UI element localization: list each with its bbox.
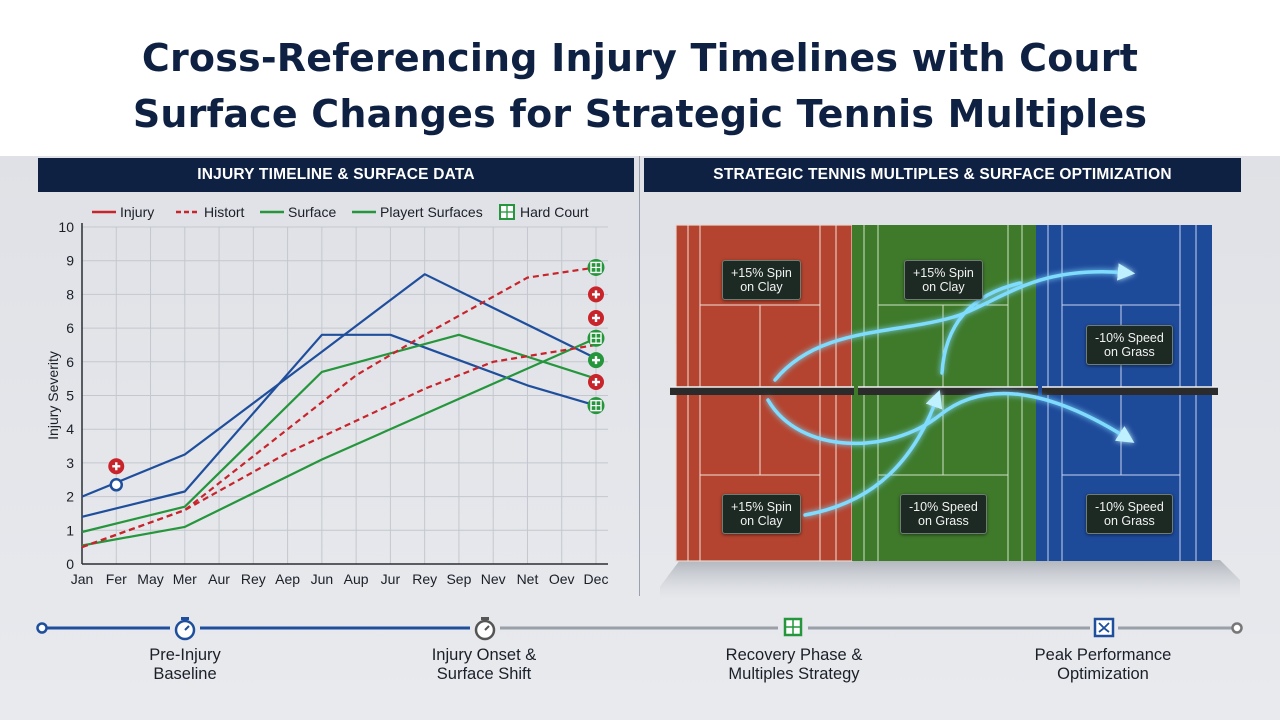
x-tick-label: Nev: [481, 571, 506, 587]
stage-label-recovery: Recovery Phase & Multiples Strategy: [725, 646, 863, 683]
marker-plus-icon: [588, 374, 604, 391]
y-tick-label: 6: [66, 320, 74, 336]
marker-plus-icon: [588, 352, 604, 369]
y-tick-label: 4: [66, 421, 74, 437]
legend-item: Histort: [176, 204, 245, 220]
x-tick-label: Jur: [381, 571, 401, 587]
marker-hard-court-icon: [587, 397, 605, 415]
court-label-6: -10% Speed on Grass: [1086, 494, 1173, 534]
trajectory-arrows: [766, 263, 1136, 517]
x-tick-label: Net: [517, 571, 539, 587]
trajectory-arrow-2: [940, 281, 1022, 375]
marker-plus-icon: [108, 458, 125, 475]
marker-hard-court-icon: [587, 329, 605, 347]
stopwatch-icon: [474, 617, 496, 641]
trajectory-arrow-3: [766, 391, 1135, 446]
page-title: Cross-Referencing Injury Timelines with …: [40, 30, 1240, 142]
hard-court-icon: [783, 617, 803, 637]
x-tick-label: Aup: [344, 571, 369, 587]
page-title-line-2: Surface Changes for Strategic Tennis Mul…: [132, 92, 1148, 136]
legend-label: Injury: [120, 204, 154, 220]
court-label-1: +15% Spin on Clay: [722, 260, 801, 300]
y-tick-label: 0: [66, 556, 74, 572]
court-net-icon: [1093, 617, 1115, 638]
court-label-5: -10% Speed on Grass: [900, 494, 987, 534]
y-tick-label: 9: [66, 253, 74, 269]
title-band: [0, 0, 1280, 156]
stage-label-injury-onset: Injury Onset & Surface Shift: [431, 646, 537, 683]
y-tick-label: 3: [66, 455, 74, 471]
y-tick-label: 10: [58, 219, 74, 235]
marker-plus-icon: [588, 309, 604, 326]
timeline-start-dot: [36, 622, 48, 634]
court-label-2: +15% Spin on Clay: [904, 260, 983, 300]
series-line-6: [81, 343, 597, 549]
legend-label: Surface: [288, 204, 336, 220]
y-tick-label: 8: [66, 286, 74, 302]
y-tick-label: 6: [66, 354, 74, 370]
court-label-4: +15% Spin on Clay: [722, 494, 801, 534]
legend-label: Histort: [204, 204, 245, 220]
court-label-3: -10% Speed on Grass: [1086, 325, 1173, 365]
stage-label-pre-injury: Pre-Injury Baseline: [149, 646, 221, 683]
series-line-3: [81, 333, 597, 534]
series-line-4: [81, 337, 597, 547]
left-panel-header: INJURY TIMELINE & SURFACE DATA: [38, 158, 634, 192]
x-tick-label: Fer: [106, 571, 127, 587]
marker-ring-icon: [109, 478, 124, 492]
x-tick-label: Sep: [446, 571, 471, 587]
trajectory-arrow-4: [803, 390, 943, 517]
x-tick-label: Oev: [549, 571, 575, 587]
timeline-end-dot: [1231, 622, 1243, 634]
trajectory-arrow-1: [773, 263, 1136, 382]
x-tick-label: Rey: [241, 571, 266, 587]
x-tick-label: Aur: [208, 571, 230, 587]
y-tick-label: 5: [66, 388, 74, 404]
marker-plus-icon: [588, 286, 604, 303]
y-tick-label: 2: [66, 489, 74, 505]
chart-legend: Injury Histort Surface Playert Surfaces Hard…: [92, 204, 589, 220]
legend-item: Surface: [260, 204, 336, 220]
x-tick-label: May: [137, 571, 163, 587]
x-tick-label: Dec: [584, 571, 609, 587]
stage-timeline: [36, 617, 1243, 641]
stage-label-peak-performance: Peak Performance Optimization: [1034, 646, 1172, 683]
panel-divider: [639, 156, 640, 596]
x-tick-label: Rey: [412, 571, 437, 587]
legend-item: Hard Court: [499, 204, 589, 220]
y-tick-label: 1: [66, 522, 74, 538]
legend-label: Playert Surfaces: [380, 204, 483, 220]
x-tick-label: Jun: [311, 571, 334, 587]
page-title-line-1: Cross-Referencing Injury Timelines with …: [141, 36, 1139, 80]
legend-item: Injury: [92, 204, 154, 220]
x-tick-label: Aep: [275, 571, 300, 587]
injury-timeline-chart: 0 1 2 3 4 5 6 6 8 9 10 Jan Fer May Mer Aur Rey Aep Jun Aup J…: [45, 204, 609, 587]
legend-label: Hard Court: [520, 204, 589, 220]
court-floor-shadow: [660, 560, 1240, 600]
marker-hard-court-icon: [587, 258, 605, 276]
stopwatch-icon: [174, 617, 196, 641]
x-tick-label: Jan: [71, 571, 94, 587]
right-panel-header: STRATEGIC TENNIS MULTIPLES & SURFACE OPT…: [644, 158, 1241, 192]
series-line-2: [81, 333, 597, 518]
series-line-5: [81, 266, 597, 549]
y-axis-label: Injury Severity: [45, 351, 61, 440]
court-nets: [670, 386, 1218, 395]
x-tick-label: Mer: [173, 571, 197, 587]
legend-item: Playert Surfaces: [352, 204, 483, 220]
